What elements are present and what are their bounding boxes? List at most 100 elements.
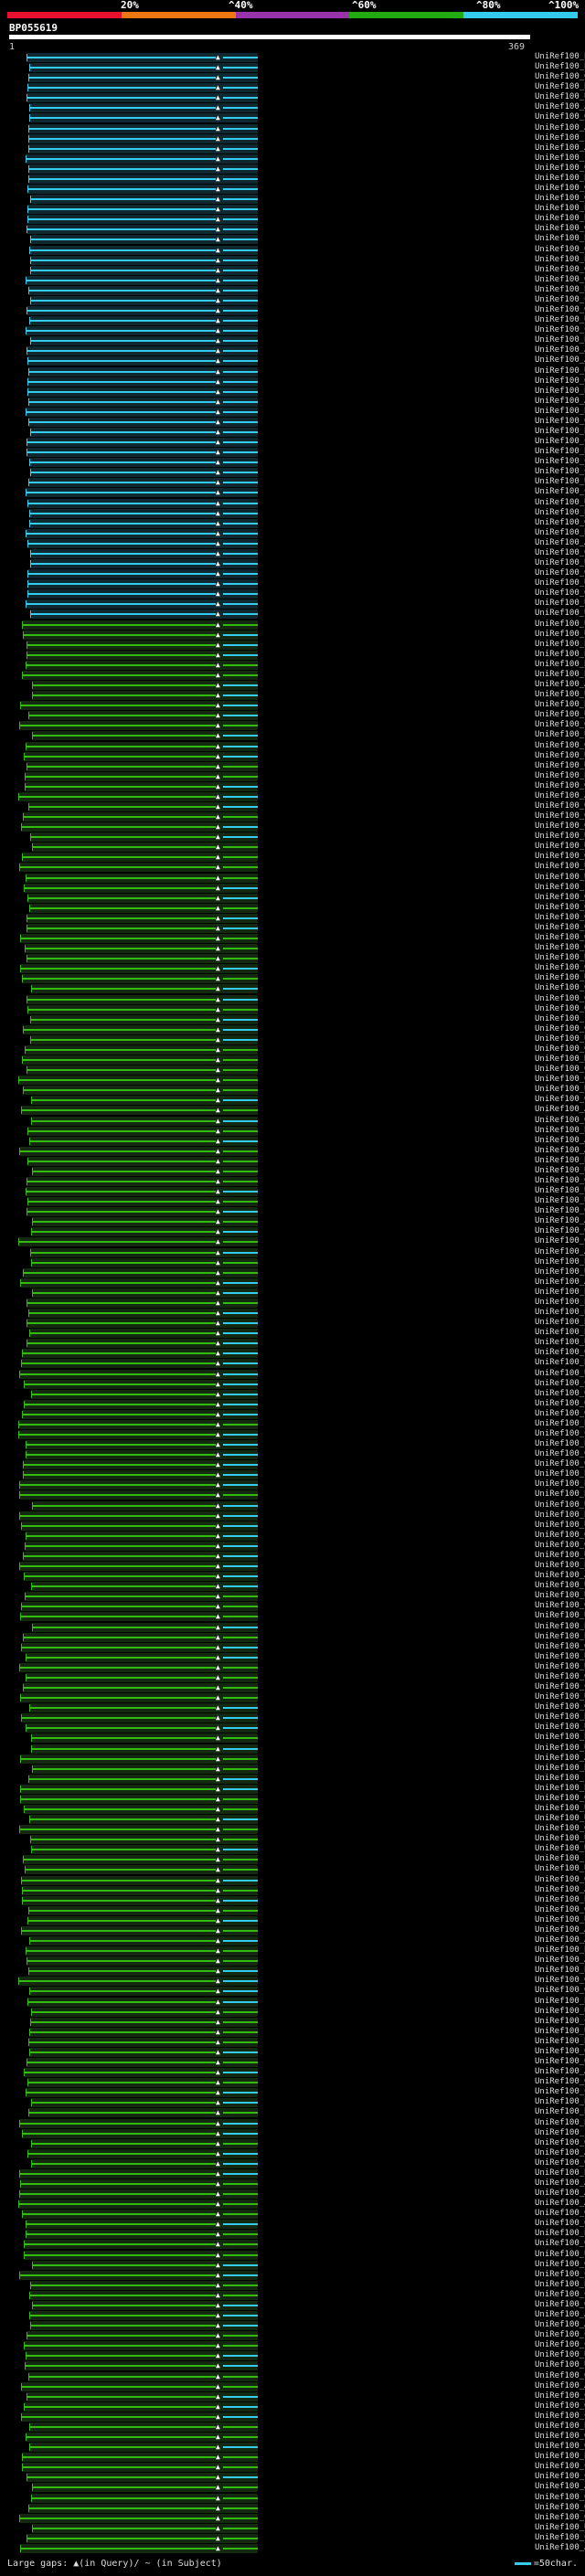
hit-label[interactable]: UniRef100_Q07UW5: [535, 2137, 585, 2147]
hit-row[interactable]: ▲ UniRef100_A0EIJ3: [0, 397, 585, 407]
hit-row[interactable]: ▲ UniRef100_Q6J270: [0, 983, 585, 994]
hit-row[interactable]: ▲ UniRef100_B9SXB6: [0, 52, 585, 62]
hit-row[interactable]: ▲ UniRef100_C5LN0C: [0, 457, 585, 468]
hit-label[interactable]: UniRef100_UP1000..: [535, 315, 585, 325]
hit-row[interactable]: ▲ UniRef100_UP1000..: [0, 1652, 585, 1662]
hit-row[interactable]: ▲ UniRef100_B9N915: [0, 82, 585, 93]
hit-label[interactable]: UniRef100_B4NF60: [535, 1439, 585, 1449]
hit-label[interactable]: UniRef100_Q14JY4: [535, 2209, 585, 2219]
hit-label[interactable]: UniRef100_Q1LG27: [535, 1824, 585, 1834]
hit-row[interactable]: ▲ UniRef100_P70920: [0, 2128, 585, 2138]
hit-row[interactable]: ▲ UniRef100_UP1000..: [0, 761, 585, 771]
hit-label[interactable]: UniRef100_A7RU37: [535, 1216, 585, 1226]
hit-label[interactable]: UniRef100_B3P1N3: [535, 1489, 585, 1500]
hit-row[interactable]: ▲ UniRef100_Q23500: [0, 588, 585, 599]
hit-row[interactable]: ▲ UniRef100_Q4YSU1: [0, 781, 585, 791]
hit-row[interactable]: ▲ UniRef100_C3NHH6: [0, 2462, 585, 2473]
hit-label[interactable]: UniRef100_UP1000..: [535, 1723, 585, 1733]
hit-row[interactable]: ▲ UniRef100_Q4E5Q5: [0, 741, 585, 751]
hit-row[interactable]: ▲ UniRef100_UP1000..: [0, 477, 585, 488]
hit-row[interactable]: ▲ UniRef100_B5X348: [0, 528, 585, 538]
hit-row[interactable]: ▲ UniRef100_B4PK00: [0, 1632, 585, 1642]
hit-row[interactable]: ▲ UniRef100_Q81DR5: [0, 1116, 585, 1126]
hit-row[interactable]: ▲ UniRef100_UP1000..: [0, 558, 585, 569]
hit-row[interactable]: ▲ UniRef100_B9YWW1: [0, 2229, 585, 2240]
hit-label[interactable]: UniRef100_Q04MZ4: [535, 376, 585, 386]
hit-row[interactable]: ▲ UniRef100_Q81LJ3: [0, 1531, 585, 1541]
hit-label[interactable]: UniRef100_UP1000..: [535, 1914, 585, 1924]
hit-label[interactable]: UniRef100_Q5R8J9: [535, 1044, 585, 1054]
hit-row[interactable]: ▲ UniRef100_Q9KA18: [0, 2493, 585, 2503]
hit-row[interactable]: ▲ UniRef100_C1ZDN6: [0, 2340, 585, 2351]
hit-label[interactable]: UniRef100_B9RSB0: [535, 62, 585, 72]
hit-label[interactable]: UniRef100_B6KE03: [535, 659, 585, 669]
hit-label[interactable]: UniRef100_B4HES8: [535, 1256, 585, 1267]
hit-label[interactable]: UniRef100_P10498: [535, 153, 585, 163]
hit-label[interactable]: UniRef100_Q8VDC3: [535, 993, 585, 1003]
hit-row[interactable]: ▲ UniRef100_UP1000..: [0, 1844, 585, 1855]
hit-label[interactable]: UniRef100_B9GTX8: [535, 254, 585, 264]
hit-row[interactable]: ▲ UniRef100_Q7K935: [0, 1459, 585, 1470]
hit-row[interactable]: ▲ UniRef100_Q4N020: [0, 933, 585, 944]
hit-row[interactable]: ▲ UniRef100_UP1000..: [0, 1369, 585, 1379]
hit-row[interactable]: ▲ UniRef100_C5QWN3: [0, 2412, 585, 2422]
hit-row[interactable]: ▲ UniRef100_UP1000..: [0, 690, 585, 701]
hit-row[interactable]: ▲ UniRef100_Q81306: [0, 305, 585, 316]
hit-label[interactable]: UniRef100_UP1000..: [535, 710, 585, 720]
hit-row[interactable]: ▲ UniRef100_B5W7B7: [0, 447, 585, 458]
hit-row[interactable]: ▲ UniRef100_Q5R298: [0, 1672, 585, 1682]
hit-row[interactable]: ▲ UniRef100_Q7UWD2: [0, 1348, 585, 1359]
hit-label[interactable]: UniRef100_UP1000..: [535, 973, 585, 983]
hit-label[interactable]: UniRef100_Q6N0W7: [535, 1986, 585, 1996]
hit-row[interactable]: ▲ UniRef100_A1WWN1: [0, 2482, 585, 2493]
hit-label[interactable]: UniRef100_B6HMU2: [535, 204, 585, 214]
hit-row[interactable]: ▲ UniRef100_Q6Z751: [0, 1541, 585, 1551]
hit-row[interactable]: ▲ UniRef100_A9TKS3: [0, 345, 585, 356]
hit-row[interactable]: ▲ UniRef100_A7PXQ1: [0, 123, 585, 133]
hit-row[interactable]: ▲ UniRef100_B4RY01: [0, 1308, 585, 1319]
hit-row[interactable]: ▲ UniRef100_Q4YU11: [0, 852, 585, 863]
hit-label[interactable]: UniRef100_A7ADZ7: [535, 1105, 585, 1115]
hit-row[interactable]: ▲ UniRef100_Q5NG13: [0, 1976, 585, 1987]
hit-row[interactable]: ▲ UniRef100_Q4T087: [0, 822, 585, 832]
hit-row[interactable]: ▲ UniRef100_Q5BM35: [0, 548, 585, 558]
hit-row[interactable]: ▲ UniRef100_UP1000..: [0, 630, 585, 640]
hit-label[interactable]: UniRef100_UP1000..: [535, 2026, 585, 2036]
hit-row[interactable]: ▲ UniRef100_UP1000..: [0, 873, 585, 883]
hit-label[interactable]: UniRef100_UP1000..: [535, 690, 585, 700]
hit-label[interactable]: UniRef100_Q6YZK6: [535, 274, 585, 284]
hit-label[interactable]: UniRef100_Q5HPJ0: [535, 2432, 585, 2442]
hit-row[interactable]: ▲ UniRef100_A7R3K4: [0, 102, 585, 113]
hit-label[interactable]: UniRef100_UP1000..: [535, 2522, 585, 2532]
hit-label[interactable]: UniRef100_C3ZJJ5: [535, 487, 585, 497]
hit-label[interactable]: UniRef100_B6UZB9: [535, 386, 585, 396]
hit-row[interactable]: ▲ UniRef100_B3AKQ2: [0, 1511, 585, 1521]
hit-label[interactable]: UniRef100_C7L6R5: [535, 1429, 585, 1438]
hit-label[interactable]: UniRef100_Q13X56: [535, 1904, 585, 1914]
hit-row[interactable]: ▲ UniRef100_B4G5W3: [0, 1288, 585, 1298]
hit-row[interactable]: ▲ UniRef100_C3ZJJ5: [0, 487, 585, 498]
hit-label[interactable]: UniRef100_P09339: [535, 1773, 585, 1783]
hit-row[interactable]: ▲ UniRef100_Q6N0W7: [0, 1986, 585, 1997]
hit-label[interactable]: UniRef100_B4NBN6: [535, 1418, 585, 1428]
hit-label[interactable]: UniRef100_A9S970: [535, 355, 585, 366]
hit-row[interactable]: ▲ UniRef100_C1KYT6: [0, 2270, 585, 2280]
hit-label[interactable]: UniRef100_Q5NF10: [535, 892, 585, 902]
hit-row[interactable]: ▲ UniRef100_B6JCY5: [0, 2118, 585, 2128]
hit-row[interactable]: ▲ UniRef100_UP1000..: [0, 2250, 585, 2260]
hit-row[interactable]: ▲ UniRef100_Q5NF10: [0, 892, 585, 903]
hit-label[interactable]: UniRef100_Q4T087: [535, 822, 585, 832]
hit-label[interactable]: UniRef100_UP1000..: [535, 1338, 585, 1348]
hit-row[interactable]: ▲ UniRef100_UP1000..: [0, 973, 585, 984]
hit-label[interactable]: UniRef100_B9SXB6: [535, 52, 585, 61]
hit-row[interactable]: ▲ UniRef100_B3MUF5: [0, 2097, 585, 2108]
hit-label[interactable]: UniRef100_B3LYY9: [535, 1561, 585, 1571]
hit-label[interactable]: UniRef100_B9IJD0: [535, 2452, 585, 2462]
hit-label[interactable]: UniRef100_UP1000..: [535, 477, 585, 487]
hit-row[interactable]: ▲ UniRef100_B4NF60: [0, 1439, 585, 1450]
hit-row[interactable]: ▲ UniRef100_Q5R511: [0, 1075, 585, 1086]
hit-label[interactable]: UniRef100_A5CFT1: [535, 2310, 585, 2320]
hit-row[interactable]: ▲ UniRef100_UP1000..: [0, 1521, 585, 1531]
hit-row[interactable]: ▲ UniRef100_A7RU37: [0, 1216, 585, 1227]
hit-row[interactable]: ▲ UniRef100_A7Z5K7: [0, 2067, 585, 2078]
